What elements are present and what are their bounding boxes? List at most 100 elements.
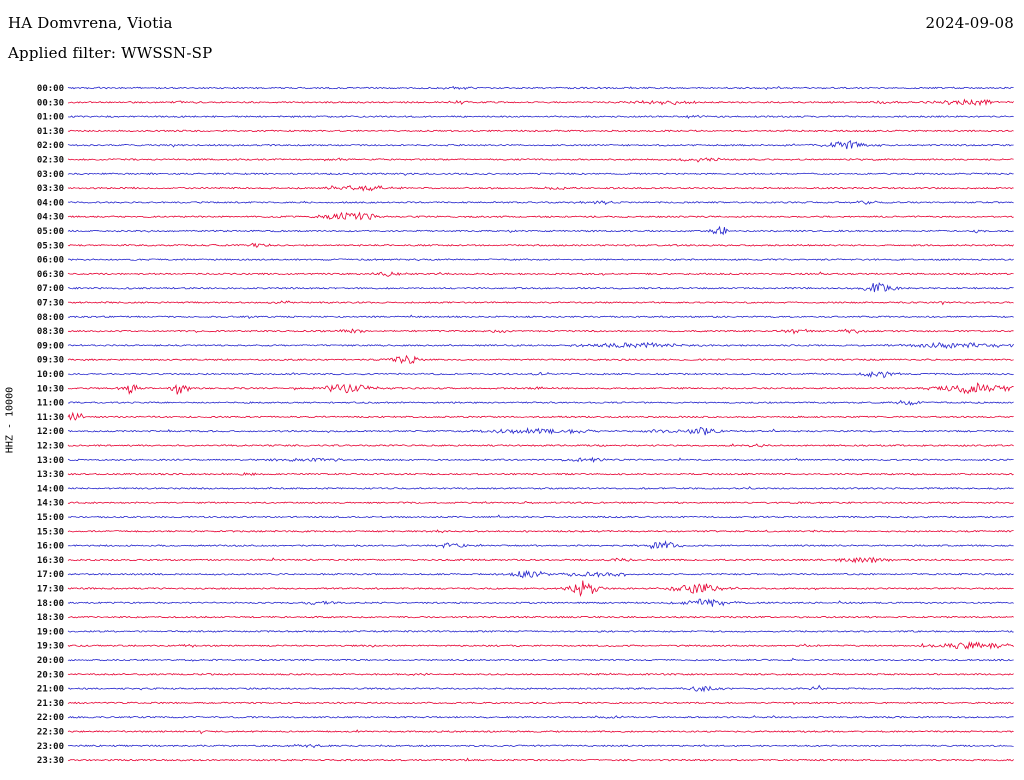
trace-row-0200 [67, 139, 1014, 150]
trace-row-0430 [67, 211, 1014, 221]
time-label: 06:00 [37, 256, 64, 266]
time-label: 19:00 [37, 627, 64, 637]
trace-row-2230 [67, 729, 1014, 735]
trace-row-0600 [67, 258, 1014, 262]
trace-row-0630 [67, 271, 1014, 277]
time-label: 02:30 [37, 156, 64, 166]
time-label: 03:30 [37, 184, 64, 194]
trace-row-0400 [67, 200, 1014, 206]
trace-row-0300 [67, 172, 1014, 176]
time-label: 09:30 [37, 356, 64, 366]
trace-row-1630 [67, 556, 1014, 564]
time-label: 21:30 [37, 699, 64, 709]
time-label: 04:00 [37, 198, 64, 208]
time-label: 19:30 [37, 642, 64, 652]
trace-row-0530 [67, 242, 1014, 248]
time-label: 07:30 [37, 299, 64, 309]
time-label: 01:30 [37, 127, 64, 137]
time-label: 01:00 [37, 113, 64, 123]
time-label: 17:30 [37, 585, 64, 595]
trace-row-1800 [67, 598, 1014, 607]
time-label: 08:30 [37, 327, 64, 337]
trace-row-0930 [67, 354, 1014, 365]
filter-label: Applied filter: WWSSN-SP [8, 44, 213, 62]
time-label: 03:00 [37, 170, 64, 180]
station-title: HA Domvrena, Viotia [8, 14, 173, 32]
trace-row-1830 [67, 615, 1014, 619]
time-label: 06:30 [37, 270, 64, 280]
trace-row-1930 [67, 640, 1014, 650]
trace-row-0500 [67, 225, 1014, 236]
trace-row-1000 [67, 370, 1014, 379]
trace-row-2100 [67, 684, 1014, 693]
time-label: 16:00 [37, 542, 64, 552]
time-label: 15:30 [37, 527, 64, 537]
trace-row-0130 [67, 129, 1014, 133]
time-label: 04:30 [37, 213, 64, 223]
trace-row-1600 [67, 539, 1014, 550]
time-label: 02:00 [37, 141, 64, 151]
time-label: 00:30 [37, 98, 64, 108]
trace-row-1300 [67, 456, 1014, 463]
time-label: 10:00 [37, 370, 64, 380]
time-label: 16:30 [37, 556, 64, 566]
time-label: 20:30 [37, 670, 64, 680]
time-label: 11:30 [37, 413, 64, 423]
time-label: 12:00 [37, 427, 64, 437]
time-label: 14:30 [37, 499, 64, 509]
time-label: 18:00 [37, 599, 64, 609]
time-label: 13:30 [37, 470, 64, 480]
trace-row-1530 [67, 529, 1014, 534]
time-label: 18:30 [37, 613, 64, 623]
trace-row-0830 [67, 328, 1014, 335]
trace-row-1400 [67, 486, 1014, 490]
time-label: 13:00 [37, 456, 64, 466]
trace-row-1730 [67, 580, 1014, 598]
trace-row-1900 [67, 630, 1014, 633]
time-label: 23:30 [37, 756, 64, 766]
trace-row-0100 [67, 114, 1014, 119]
time-label: 11:00 [37, 399, 64, 409]
time-label: 14:00 [37, 484, 64, 494]
time-label: 22:00 [37, 713, 64, 723]
time-label: 09:00 [37, 341, 64, 351]
time-label: 05:00 [37, 227, 64, 237]
time-label: 08:00 [37, 313, 64, 323]
time-label: 22:30 [37, 728, 64, 738]
trace-row-2130 [67, 701, 1014, 705]
trace-row-0230 [67, 157, 1014, 163]
trace-row-2000 [67, 657, 1014, 662]
trace-row-1430 [67, 501, 1014, 505]
time-label: 00:00 [37, 84, 64, 94]
time-label: 21:00 [37, 685, 64, 695]
time-label: 23:00 [37, 742, 64, 752]
trace-row-0730 [67, 300, 1014, 306]
record-date: 2024-09-08 [925, 14, 1014, 32]
trace-row-0900 [67, 341, 1014, 350]
trace-row-2330 [67, 757, 1014, 762]
time-label: 10:30 [37, 384, 64, 394]
time-label: 20:00 [37, 656, 64, 666]
time-label: 17:00 [37, 570, 64, 580]
time-label: 07:00 [37, 284, 64, 294]
trace-row-1130 [67, 411, 1014, 421]
trace-row-1500 [67, 514, 1014, 519]
trace-row-0800 [67, 314, 1014, 319]
trace-row-1030 [67, 382, 1014, 396]
trace-row-1200 [67, 427, 1014, 436]
trace-row-0000 [67, 85, 1014, 91]
trace-row-1230 [67, 443, 1014, 448]
time-label: 12:30 [37, 442, 64, 452]
time-label: 15:00 [37, 513, 64, 523]
trace-row-1330 [67, 472, 1014, 477]
trace-row-2300 [67, 743, 1014, 749]
trace-row-0700 [67, 282, 1014, 293]
time-label: 05:30 [37, 241, 64, 251]
trace-row-0030 [67, 98, 1014, 107]
trace-row-2030 [67, 672, 1014, 676]
trace-row-2200 [67, 715, 1014, 719]
trace-row-1100 [67, 399, 1014, 406]
trace-row-1700 [67, 569, 1014, 579]
